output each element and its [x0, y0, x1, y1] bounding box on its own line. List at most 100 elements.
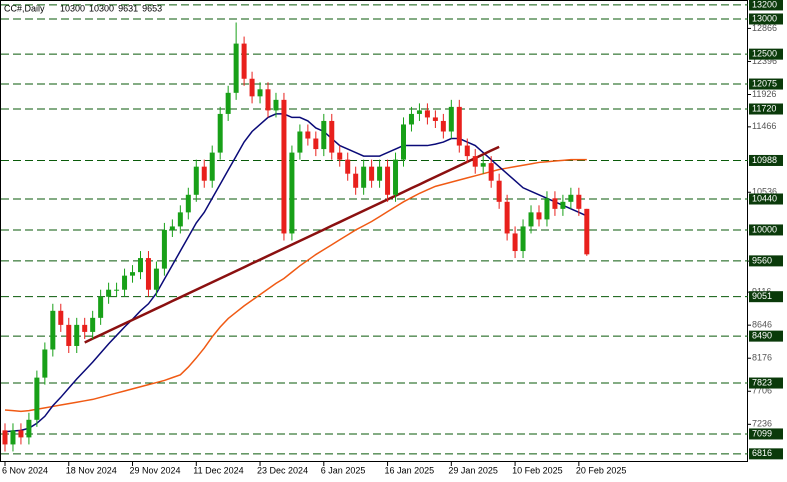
- level-box: [749, 224, 783, 236]
- candle-body: [576, 194, 582, 209]
- level-label: 7099: [752, 428, 772, 438]
- candle-body: [106, 289, 112, 297]
- y-tick-label: 8176: [752, 353, 772, 363]
- level-box: [749, 193, 783, 205]
- candle-body: [42, 349, 48, 378]
- x-tick-label: 11 Dec 2024: [193, 465, 243, 475]
- candle-body: [257, 89, 263, 97]
- candle-body: [289, 152, 295, 234]
- candle-body: [281, 99, 287, 234]
- candle-body: [98, 296, 104, 318]
- candle-body: [34, 377, 40, 420]
- level-label: 9560: [752, 255, 772, 265]
- candle-body: [137, 258, 143, 273]
- candle-body: [313, 138, 319, 150]
- candle-body: [145, 258, 151, 290]
- y-tick-label: 12396: [752, 56, 777, 66]
- candle-body: [377, 166, 383, 181]
- candle-body: [560, 201, 566, 209]
- candle-body: [18, 430, 24, 438]
- candle-body: [169, 226, 175, 230]
- candle-body: [536, 212, 542, 220]
- candle-body: [225, 92, 231, 114]
- candle-body: [544, 198, 550, 220]
- candle-body: [385, 166, 391, 195]
- header-value: 10300: [60, 3, 85, 13]
- header-value: 9631: [118, 3, 138, 13]
- candle-body: [424, 110, 430, 118]
- y-tick-label: 12866: [752, 23, 777, 33]
- candle-body: [329, 120, 335, 153]
- level-box: [749, 330, 783, 342]
- y-tick-label: 7706: [752, 386, 772, 396]
- candle-body: [496, 180, 502, 202]
- candle-body: [26, 419, 32, 438]
- level-box: [749, 291, 783, 303]
- candle-body: [456, 106, 462, 146]
- candle-body: [82, 324, 88, 332]
- candle-body: [305, 131, 311, 139]
- level-box: [749, 377, 783, 389]
- level-box: [749, 255, 783, 267]
- y-tick-label: 11466: [752, 121, 776, 131]
- level-label: 13000: [752, 13, 777, 23]
- level-box: [749, 428, 783, 440]
- candle-body: [185, 194, 191, 213]
- candle-body: [50, 310, 56, 350]
- candle-body: [66, 324, 72, 346]
- y-tick-label: 10536: [752, 187, 777, 197]
- candle-body: [440, 120, 446, 132]
- candle-body: [520, 226, 526, 252]
- indicator-line: [84, 145, 500, 344]
- candle-body: [408, 113, 414, 125]
- candle-body: [552, 198, 558, 209]
- candle-body: [74, 324, 80, 346]
- candle-body: [265, 89, 271, 111]
- candle-body: [480, 163, 486, 167]
- level-label: 13200: [752, 0, 777, 9]
- candle-body: [233, 43, 239, 93]
- candle-body: [416, 110, 422, 114]
- level-box: [749, 103, 783, 115]
- candle-body: [584, 208, 590, 255]
- header-value: 9653: [142, 3, 162, 13]
- y-tick-label: 8646: [752, 320, 772, 330]
- candle-body: [201, 166, 207, 181]
- candle-body: [161, 229, 167, 269]
- candle-body: [353, 173, 359, 188]
- candle-body: [361, 166, 367, 188]
- candle-body: [448, 106, 454, 132]
- level-box: [749, 13, 783, 25]
- level-label: 12075: [752, 78, 777, 88]
- candle-body: [90, 317, 96, 332]
- header-value: 10300: [89, 3, 114, 13]
- candle-body: [369, 166, 375, 181]
- candle-body: [321, 120, 327, 150]
- candle-body: [153, 268, 159, 290]
- level-box: [749, 78, 783, 90]
- candle-body: [297, 131, 303, 153]
- candle-body: [488, 163, 494, 181]
- level-box: [749, 48, 783, 60]
- level-label: 12500: [752, 49, 777, 59]
- candle-body: [345, 159, 351, 174]
- candle-body: [217, 113, 223, 153]
- candle-body: [209, 152, 215, 181]
- x-tick-label: 10 Feb 2025: [512, 465, 563, 475]
- candle-body: [464, 145, 470, 157]
- chart-title: CC#,Daily: [4, 3, 45, 13]
- y-tick-label: 11926: [752, 89, 776, 99]
- candle-body: [568, 194, 574, 202]
- indicator-line: [4, 113, 588, 433]
- candle-body: [241, 43, 247, 79]
- plot-frame: [0, 0, 748, 462]
- level-label: 10988: [752, 155, 777, 165]
- candle-body: [401, 124, 406, 160]
- level-label: 11720: [752, 103, 776, 113]
- candle-body: [58, 310, 64, 325]
- x-tick-label: 29 Jan 2025: [448, 465, 498, 475]
- candle-body: [130, 272, 136, 276]
- level-box: [749, 448, 783, 460]
- level-label: 8490: [752, 331, 772, 341]
- y-tick-label: 7236: [752, 419, 772, 429]
